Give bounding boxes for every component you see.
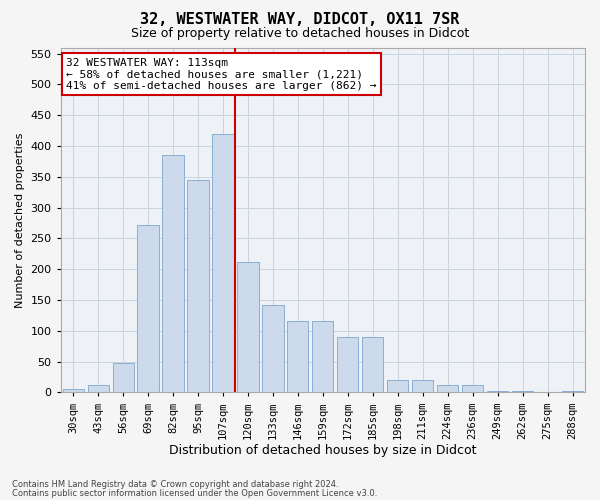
Bar	[312, 321, 334, 392]
Bar	[437, 385, 458, 392]
Text: Contains HM Land Registry data © Crown copyright and database right 2024.: Contains HM Land Registry data © Crown c…	[12, 480, 338, 489]
Bar	[412, 380, 433, 392]
Text: Size of property relative to detached houses in Didcot: Size of property relative to detached ho…	[131, 28, 469, 40]
Bar	[337, 337, 358, 392]
Bar	[137, 225, 159, 392]
Bar	[262, 305, 284, 392]
Bar	[113, 363, 134, 392]
Bar	[562, 390, 583, 392]
Bar	[362, 337, 383, 392]
Text: 32 WESTWATER WAY: 113sqm
← 58% of detached houses are smaller (1,221)
41% of sem: 32 WESTWATER WAY: 113sqm ← 58% of detach…	[66, 58, 376, 91]
Bar	[62, 390, 84, 392]
Bar	[238, 262, 259, 392]
Bar	[287, 321, 308, 392]
Y-axis label: Number of detached properties: Number of detached properties	[15, 132, 25, 308]
X-axis label: Distribution of detached houses by size in Didcot: Distribution of detached houses by size …	[169, 444, 476, 458]
Bar	[487, 390, 508, 392]
Bar	[163, 156, 184, 392]
Bar	[512, 390, 533, 392]
Text: 32, WESTWATER WAY, DIDCOT, OX11 7SR: 32, WESTWATER WAY, DIDCOT, OX11 7SR	[140, 12, 460, 28]
Bar	[187, 180, 209, 392]
Bar	[462, 385, 483, 392]
Text: Contains public sector information licensed under the Open Government Licence v3: Contains public sector information licen…	[12, 489, 377, 498]
Bar	[387, 380, 409, 392]
Bar	[212, 134, 233, 392]
Bar	[88, 385, 109, 392]
